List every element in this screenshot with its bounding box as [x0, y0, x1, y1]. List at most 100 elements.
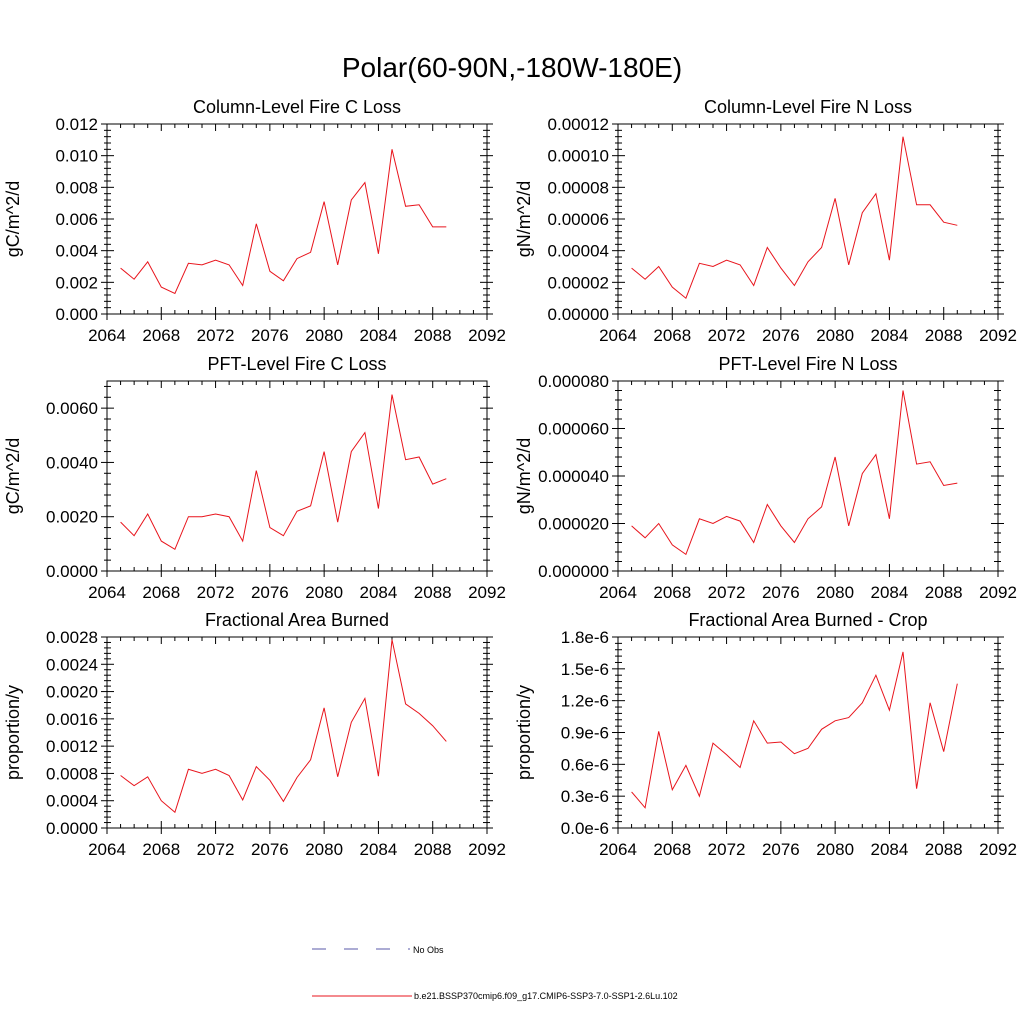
x-tick-label: 2068: [653, 583, 691, 602]
y-tick-label: 0.012: [55, 115, 98, 134]
y-tick-label: 0.0004: [46, 792, 98, 811]
y-tick-label: 0.0008: [46, 764, 98, 783]
x-tick-label: 2088: [414, 326, 452, 345]
y-tick-label: 1.5e-6: [561, 660, 609, 679]
x-tick-label: 2088: [414, 583, 452, 602]
x-tick-label: 2064: [88, 583, 126, 602]
y-tick-label: 0.010: [55, 147, 98, 166]
x-tick-label: 2092: [468, 840, 506, 859]
x-tick-label: 2064: [599, 583, 637, 602]
x-tick-label: 2072: [708, 840, 746, 859]
x-tick-label: 2076: [251, 840, 289, 859]
x-tick-label: 2080: [816, 840, 854, 859]
y-tick-label: 1.2e-6: [561, 692, 609, 711]
page-title: Polar(60-90N,-180W-180E): [342, 52, 682, 83]
y-tick-label: 0.000000: [538, 562, 609, 581]
x-tick-label: 2068: [142, 840, 180, 859]
y-tick-label: 0.0020: [46, 508, 98, 527]
x-tick-label: 2076: [762, 583, 800, 602]
x-tick-label: 2064: [88, 326, 126, 345]
x-tick-label: 2092: [468, 583, 506, 602]
legend-item-model-run: b.e21.BSSP370cmip6.f09_g17.CMIP6-SSP3-7.…: [312, 991, 678, 1001]
y-tick-label: 0.000080: [538, 372, 609, 391]
y-tick-label: 0.0000: [46, 562, 98, 581]
legend-label-no-obs: No Obs: [413, 945, 444, 955]
chart-panel-1: Column-Level Fire C Loss gC/m^2/d 2064 2068…: [3, 97, 506, 345]
x-tick-label: 2076: [251, 583, 289, 602]
y-tick-label: 0.00008: [548, 178, 609, 197]
y-tick-label: 0.0012: [46, 737, 98, 756]
chart-panel-4: PFT-Level Fire N Loss gN/m^2/d 2064 2068 207…: [514, 354, 1017, 602]
x-tick-label: 2068: [653, 326, 691, 345]
y-tick-label: 0.0028: [46, 628, 98, 647]
x-tick-label: 2088: [925, 840, 963, 859]
chart-title: PFT-Level Fire C Loss: [207, 354, 386, 374]
y-tick-label: 0.004: [55, 242, 98, 261]
chart-title: Column-Level Fire C Loss: [193, 97, 401, 117]
y-axis-label: gN/m^2/d: [514, 181, 534, 257]
x-tick-label: 2064: [599, 840, 637, 859]
legend-item-no-obs: No Obs: [312, 945, 444, 955]
x-tick-label: 2068: [653, 840, 691, 859]
y-axis-label: proportion/y: [3, 685, 23, 780]
x-tick-label: 2076: [762, 840, 800, 859]
chart-panels: Column-Level Fire C Loss gC/m^2/d 2064 2068…: [3, 97, 1017, 859]
y-tick-label: 1.8e-6: [561, 628, 609, 647]
plot-frame: [617, 380, 999, 572]
x-tick-label: 2092: [979, 326, 1017, 345]
legend: No Obs b.e21.BSSP370cmip6.f09_g17.CMIP6-…: [312, 945, 678, 1001]
x-tick-label: 2084: [871, 583, 909, 602]
y-tick-label: 0.0024: [46, 655, 98, 674]
y-tick-label: 0.000060: [538, 420, 609, 439]
x-tick-label: 2080: [816, 326, 854, 345]
y-tick-label: 0.00006: [548, 210, 609, 229]
chart-panel-5: Fractional Area Burned proportion/y 2064 20…: [3, 610, 506, 859]
x-tick-label: 2084: [871, 840, 909, 859]
series-line: [631, 136, 958, 300]
chart-panel-2: Column-Level Fire N Loss gN/m^2/d 2064 2068…: [514, 97, 1017, 345]
series-line: [631, 390, 958, 556]
x-tick-label: 2084: [360, 326, 398, 345]
plot-frame: [106, 123, 488, 315]
x-tick-label: 2072: [197, 583, 235, 602]
x-tick-label: 2076: [762, 326, 800, 345]
x-tick-label: 2068: [142, 583, 180, 602]
y-tick-label: 0.9e-6: [561, 724, 609, 743]
x-tick-label: 2072: [197, 326, 235, 345]
y-tick-label: 0.008: [55, 178, 98, 197]
x-tick-label: 2080: [305, 840, 343, 859]
x-tick-label: 2064: [88, 840, 126, 859]
x-tick-label: 2092: [468, 326, 506, 345]
y-axis-label: proportion/y: [514, 685, 534, 780]
series-line: [120, 149, 447, 295]
x-tick-label: 2072: [197, 840, 235, 859]
x-tick-label: 2084: [871, 326, 909, 345]
y-tick-label: 0.00004: [548, 242, 609, 261]
y-tick-label: 0.002: [55, 273, 98, 292]
y-tick-label: 0.000020: [538, 515, 609, 534]
x-tick-label: 2084: [360, 583, 398, 602]
series-line: [120, 639, 447, 814]
plot-frame: [617, 636, 999, 829]
x-tick-label: 2088: [414, 840, 452, 859]
chart-title: Column-Level Fire N Loss: [704, 97, 912, 117]
x-tick-label: 2092: [979, 840, 1017, 859]
x-tick-label: 2084: [360, 840, 398, 859]
x-tick-label: 2064: [599, 326, 637, 345]
x-tick-label: 2080: [816, 583, 854, 602]
x-tick-label: 2080: [305, 583, 343, 602]
y-tick-label: 0.0060: [46, 399, 98, 418]
y-tick-label: 0.00002: [548, 273, 609, 292]
y-tick-label: 0.0000: [46, 819, 98, 838]
x-tick-label: 2072: [708, 583, 746, 602]
y-tick-label: 0.0e-6: [561, 819, 609, 838]
chart-panel-3: PFT-Level Fire C Loss gC/m^2/d 2064 2068 207…: [3, 354, 506, 602]
y-tick-label: 0.006: [55, 210, 98, 229]
y-tick-label: 0.0020: [46, 683, 98, 702]
y-tick-label: 0.000: [55, 305, 98, 324]
y-axis-label: gC/m^2/d: [3, 181, 23, 257]
plot-frame: [106, 636, 488, 829]
y-tick-label: 0.6e-6: [561, 755, 609, 774]
x-tick-label: 2092: [979, 583, 1017, 602]
